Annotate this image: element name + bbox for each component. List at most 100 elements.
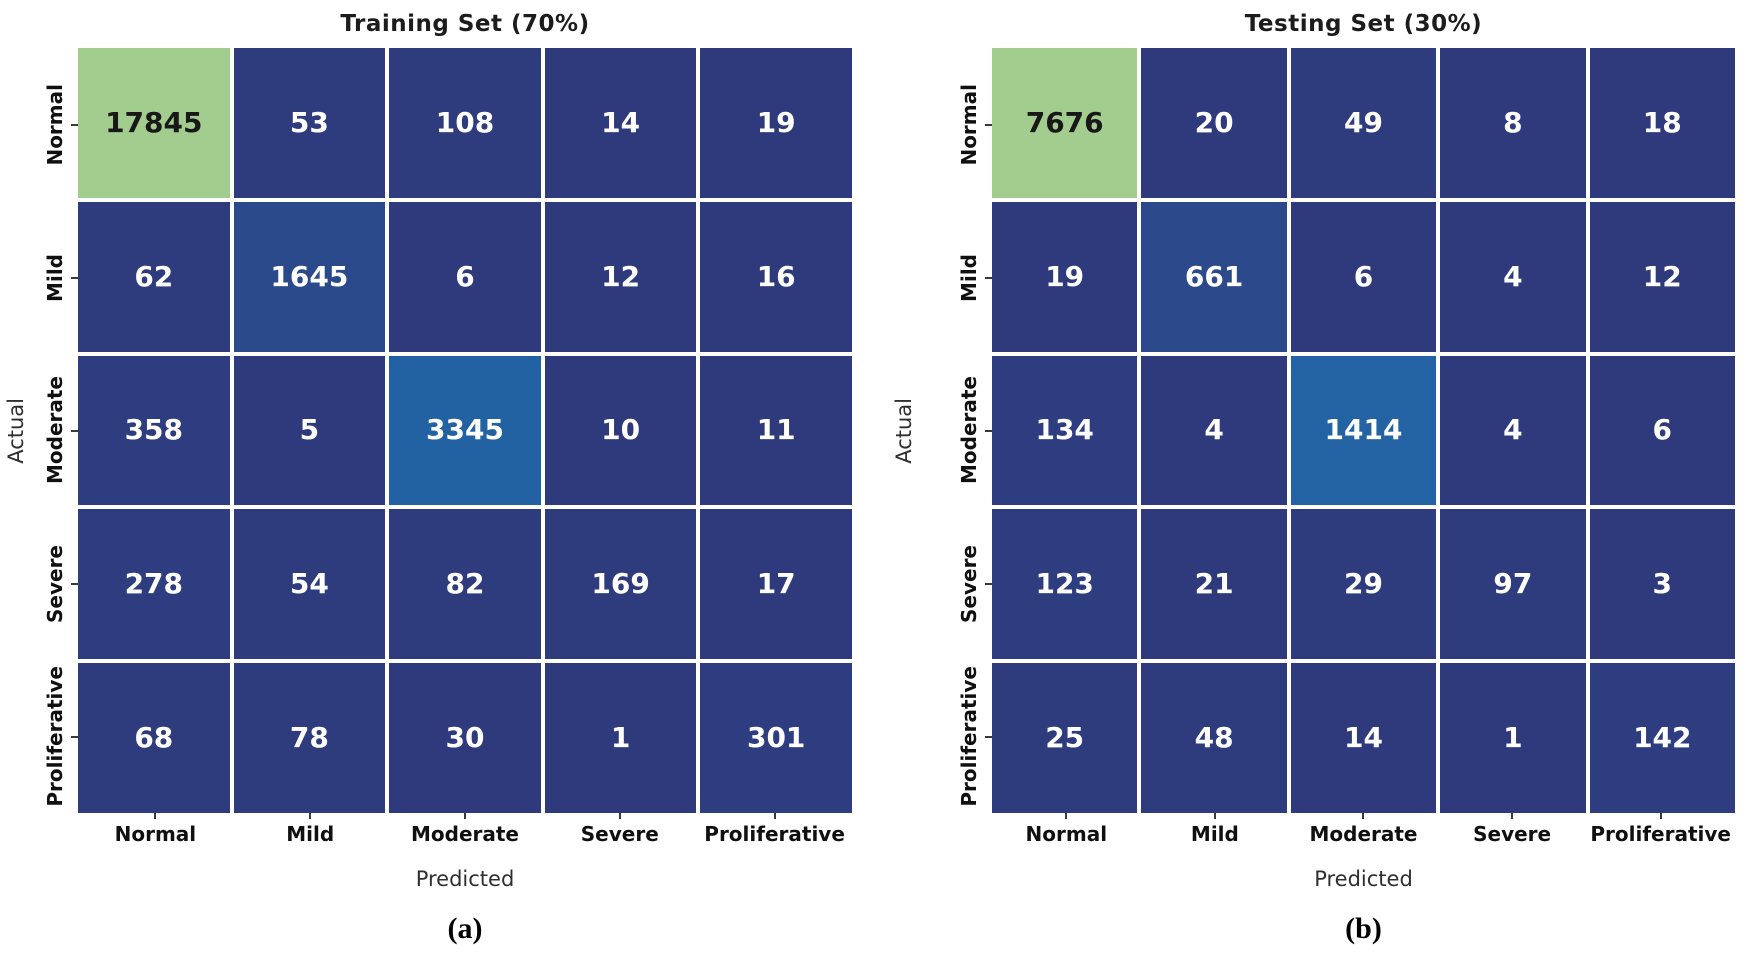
- heatmap-cell: 62: [78, 201, 230, 352]
- heatmap: 17845 53 108 14 19 62 1645 6 12 16 358 5 3345 10 11 278…: [78, 48, 852, 813]
- heatmap-cell: 1645: [233, 201, 386, 352]
- heatmap-cell: 134: [992, 355, 1138, 506]
- confusion-matrix-panel-testing: Testing Set (30%) Actual Normal Mild Moder…: [862, 0, 1755, 957]
- x-tick: Proliferative: [697, 813, 852, 857]
- x-axis: Normal Mild Moderate Severe Proliferative: [862, 813, 1735, 857]
- y-tick: Normal: [946, 48, 992, 201]
- y-tick-mark: [71, 276, 78, 279]
- heatmap-cell: 30: [389, 663, 541, 813]
- heatmap-cell: 6: [1290, 201, 1437, 352]
- heatmap-cell: 19: [700, 48, 852, 198]
- x-tick: Severe: [542, 813, 697, 857]
- y-axis-label: Actual: [892, 397, 916, 464]
- x-tick-label: Moderate: [1309, 822, 1418, 846]
- heatmap-cell: 17845: [78, 48, 230, 198]
- y-tick-mark: [71, 123, 78, 126]
- x-tick: Moderate: [388, 813, 543, 857]
- heatmap-cell: 12: [544, 201, 697, 352]
- x-tick-label: Severe: [1473, 822, 1552, 846]
- heatmap-cell: 17: [700, 509, 852, 660]
- x-axis-label: Predicted: [1314, 867, 1413, 891]
- x-tick-mark: [1362, 813, 1365, 819]
- x-tick-mark: [463, 813, 466, 819]
- y-axis: Actual Normal Mild Moderate Severe Prolifera…: [862, 48, 992, 813]
- heatmap-cell: 82: [389, 509, 541, 660]
- heatmap-cell: 108: [389, 48, 541, 198]
- x-tick-labels: Normal Mild Moderate Severe Proliferative: [992, 813, 1735, 857]
- heatmap-cell: 6: [1589, 355, 1735, 506]
- y-tick-label: Mild: [43, 253, 67, 302]
- x-tick-label: Proliferative: [704, 822, 845, 846]
- y-tick-label: Severe: [43, 544, 67, 623]
- heatmap-cell: 49: [1290, 48, 1437, 198]
- y-tick-labels: Normal Mild Moderate Severe Proliferative: [32, 48, 78, 813]
- plot-area: Actual Normal Mild Moderate Severe Prolifera…: [0, 48, 852, 813]
- confusion-matrix-panel-training: Training Set (70%) Actual Normal Mild Mode…: [0, 0, 862, 957]
- x-tick: Normal: [992, 813, 1141, 857]
- x-tick-mark: [618, 813, 621, 819]
- y-axis-label: Actual: [4, 397, 28, 464]
- heatmap-cell: 16: [700, 201, 852, 352]
- heatmap-cell: 1414: [1290, 355, 1437, 506]
- x-tick-mark: [1511, 813, 1514, 819]
- x-tick-labels: Normal Mild Moderate Severe Proliferative: [78, 813, 852, 857]
- heatmap-cell: 11: [700, 355, 852, 506]
- y-tick: Severe: [946, 507, 992, 660]
- y-tick-mark: [985, 735, 992, 738]
- heatmap-cell: 7676: [992, 48, 1138, 198]
- y-tick: Proliferative: [32, 660, 78, 813]
- x-tick-label: Mild: [286, 822, 335, 846]
- x-tick-label: Proliferative: [1590, 822, 1731, 846]
- y-tick-label: Proliferative: [957, 666, 981, 807]
- y-tick-mark: [985, 276, 992, 279]
- heatmap-cell: 661: [1141, 201, 1287, 352]
- heatmap-cell: 8: [1440, 48, 1586, 198]
- subfigure-caption: (b): [1345, 912, 1382, 945]
- x-tick: Moderate: [1289, 813, 1438, 857]
- heatmap-cell: 6: [389, 201, 541, 352]
- y-tick-mark: [71, 429, 78, 432]
- heatmap-cell: 301: [700, 663, 852, 813]
- heatmap-cell: 14: [544, 48, 697, 198]
- y-tick-label: Normal: [43, 83, 67, 166]
- heatmap-cell: 1: [1440, 663, 1586, 813]
- x-tick: Normal: [78, 813, 233, 857]
- heatmap-cell: 4: [1440, 355, 1586, 506]
- y-tick-label: Mild: [957, 253, 981, 302]
- heatmap-cell: 4: [1440, 201, 1586, 352]
- y-tick-mark: [985, 429, 992, 432]
- x-tick-mark: [1659, 813, 1662, 819]
- heatmap-cell: 20: [1141, 48, 1287, 198]
- y-tick: Mild: [32, 201, 78, 354]
- y-tick-label: Proliferative: [43, 666, 67, 807]
- y-tick: Moderate: [946, 354, 992, 507]
- subfigure-caption: (a): [447, 912, 483, 945]
- heatmap-cell: 3: [1589, 509, 1735, 660]
- y-tick-mark: [985, 123, 992, 126]
- x-axis-label: Predicted: [415, 867, 515, 891]
- x-tick-label: Normal: [1025, 822, 1108, 846]
- heatmap-cell: 3345: [389, 355, 541, 506]
- heatmap-cell: 97: [1440, 509, 1586, 660]
- heatmap-cell: 10: [544, 355, 697, 506]
- y-tick-label: Normal: [957, 83, 981, 166]
- y-tick-label: Moderate: [957, 376, 981, 485]
- x-tick-label: Mild: [1190, 822, 1239, 846]
- x-tick-mark: [309, 813, 312, 819]
- y-tick: Severe: [32, 507, 78, 660]
- y-tick-labels: Normal Mild Moderate Severe Proliferative: [946, 48, 992, 813]
- heatmap-cell: 18: [1589, 48, 1735, 198]
- heatmap-cell: 123: [992, 509, 1138, 660]
- x-tick: Mild: [1141, 813, 1290, 857]
- heatmap-cell: 25: [992, 663, 1138, 813]
- heatmap: 7676 20 49 8 18 19 661 6 4 12 134 4 1414 4 6 123 21 29 97 3…: [992, 48, 1735, 813]
- x-axis: Normal Mild Moderate Severe Proliferative: [0, 813, 852, 857]
- heatmap-cell: 5: [233, 355, 386, 506]
- y-tick-mark: [985, 582, 992, 585]
- x-tick: Mild: [233, 813, 388, 857]
- chart-title: Training Set (70%): [340, 11, 590, 37]
- heatmap-cell: 278: [78, 509, 230, 660]
- x-tick: Proliferative: [1586, 813, 1735, 857]
- heatmap-cell: 21: [1141, 509, 1287, 660]
- heatmap-cell: 53: [233, 48, 386, 198]
